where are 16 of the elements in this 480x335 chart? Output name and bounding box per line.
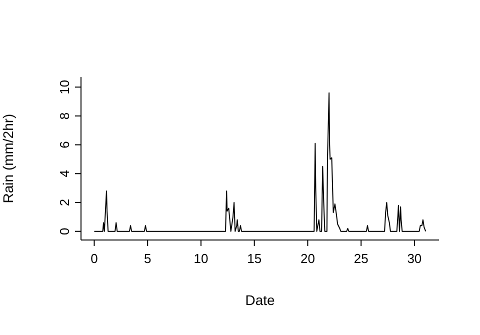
y-tick-label: 4 <box>57 170 72 178</box>
y-tick-label: 0 <box>57 228 72 235</box>
y-tick-label: 8 <box>57 112 72 120</box>
x-tick-label: 20 <box>300 251 315 266</box>
x-tick-label: 30 <box>407 251 422 266</box>
line-series <box>94 92 426 232</box>
y-tick-label: 10 <box>57 80 72 94</box>
x-tick-label: 5 <box>144 251 152 266</box>
x-tick-label: 10 <box>194 251 208 266</box>
x-tick-label: 15 <box>247 251 262 266</box>
y-tick-label: 6 <box>57 141 72 148</box>
x-tick-label: 0 <box>90 251 98 266</box>
x-axis-title: Date <box>245 292 275 308</box>
x-tick-label: 25 <box>354 251 368 266</box>
y-tick-label: 2 <box>57 198 72 206</box>
y-axis-title: Rain (mm/2hr) <box>0 114 16 204</box>
